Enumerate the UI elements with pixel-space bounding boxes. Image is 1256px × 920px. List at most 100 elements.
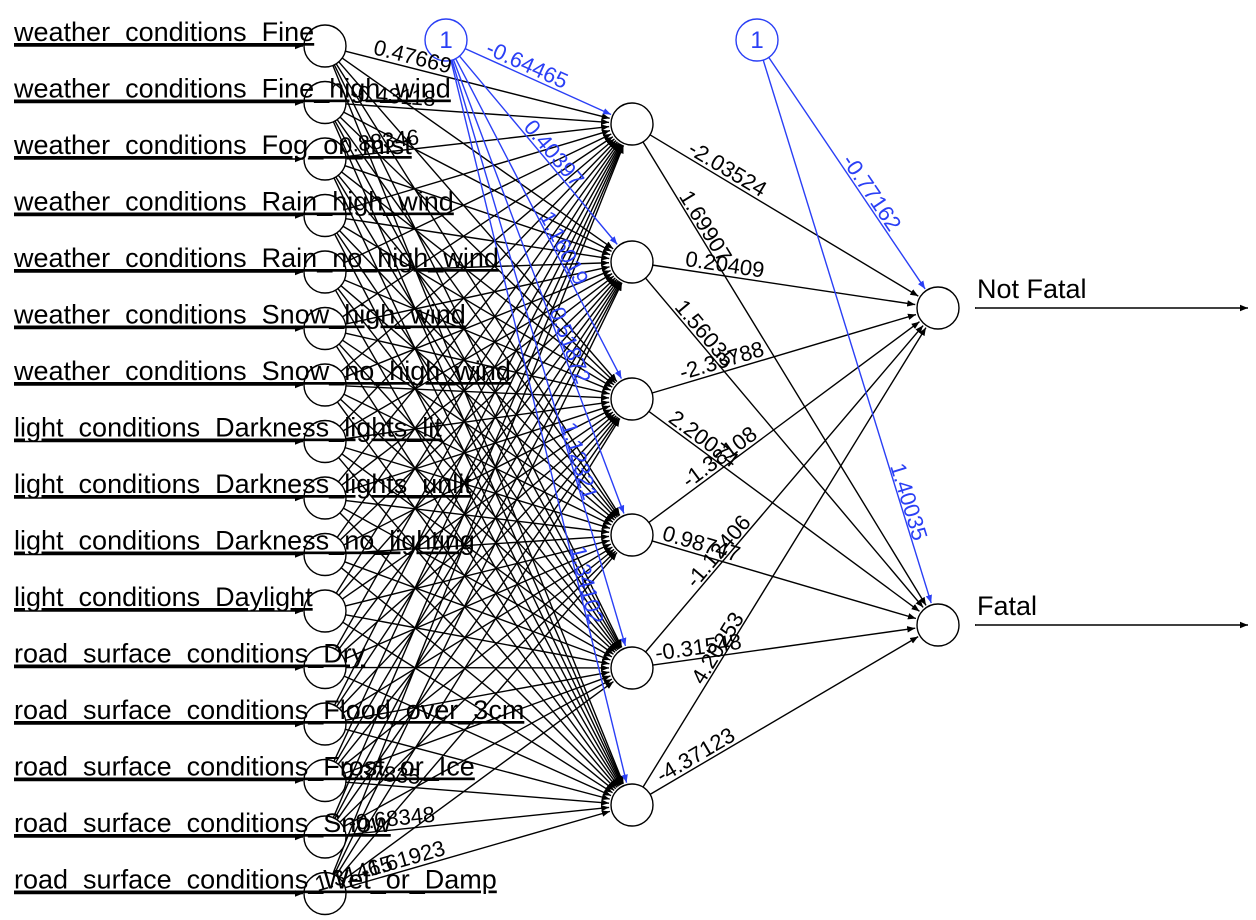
- input-node: [303, 758, 347, 803]
- input-hidden-edge: [333, 144, 623, 762]
- output-bias-node: [735, 18, 779, 62]
- hidden-output-edge: [648, 321, 920, 524]
- input-label: weather_conditions_Snow_no_high_wind: [13, 356, 511, 386]
- bias-label: 1: [750, 27, 763, 54]
- input-hidden-edge: [338, 457, 618, 788]
- input-node: [303, 645, 347, 690]
- hidden-output-edge: [642, 327, 927, 788]
- input-hidden-edge: [336, 232, 620, 650]
- input-hidden-edge: [338, 278, 618, 596]
- input-hidden-edge: [341, 411, 614, 600]
- input-hidden-edge: [340, 285, 615, 521]
- hidden-output-edge: [651, 313, 917, 394]
- input-hidden-edge: [336, 401, 619, 787]
- bias-hidden-edge: [458, 55, 618, 245]
- input-hidden-edge: [341, 171, 615, 386]
- input-hidden-edge: [344, 446, 611, 530]
- input-hidden-edge: [345, 265, 610, 325]
- input-hidden-edge: [343, 675, 612, 797]
- input-hidden-edge: [345, 385, 610, 401]
- input-hidden-weight: -0.68348: [347, 802, 436, 836]
- input-hidden-edge: [345, 539, 610, 607]
- input-hidden-edge: [337, 288, 619, 651]
- input-hidden-edge: [339, 550, 617, 823]
- input-hidden-edge: [345, 499, 610, 535]
- input-hidden-edge: [338, 415, 617, 710]
- input-hidden-edge: [335, 418, 621, 877]
- input-hidden-edge: [337, 416, 619, 765]
- input-node: [303, 589, 347, 633]
- hidden-output-edge: [642, 141, 927, 606]
- input-hidden-edge: [343, 408, 612, 546]
- bias-label: 1: [439, 27, 452, 54]
- label-layer: 1 1 weather_conditions_Fine weather_conditi…: [13, 17, 1087, 896]
- hidden-output-edge: [648, 410, 920, 612]
- input-hidden-edge: [345, 259, 610, 273]
- input-label: light_conditions_Darkness_lights_lit: [14, 413, 442, 443]
- input-hidden-edge: [339, 230, 617, 519]
- node-layer: [303, 18, 960, 916]
- input-hidden-edge: [344, 810, 611, 889]
- input-label: weather_conditions_Rain_no_high_wind: [13, 243, 499, 273]
- input-hidden-edge: [343, 678, 613, 828]
- input-hidden-edge: [338, 343, 618, 652]
- input-hidden-edge: [333, 144, 623, 706]
- input-hidden-edge: [340, 548, 615, 768]
- hidden-node: [610, 377, 654, 421]
- input-node: [303, 532, 347, 577]
- input-hidden-edge: [333, 64, 623, 648]
- bias-hidden-edge: [455, 58, 623, 379]
- output-node: [916, 286, 960, 330]
- input-label: road_surface_conditions_Dry: [14, 639, 366, 669]
- input-hidden-edge: [341, 57, 614, 250]
- input-hidden-weight: -0.43118: [350, 80, 437, 111]
- hidden-bias-weight: 1.34102: [566, 543, 609, 626]
- bias-hidden-edge: [464, 48, 612, 116]
- input-node: [303, 363, 347, 407]
- input-hidden-edge: [345, 332, 610, 396]
- input-label: light_conditions_Darkness_no_lighting: [14, 526, 475, 556]
- input-hidden-edge: [345, 217, 610, 261]
- input-hidden-edge: [345, 400, 610, 440]
- input-hidden-edge: [345, 728, 610, 801]
- edge-layer: [14, 42, 1248, 897]
- hidden-node: [610, 102, 654, 146]
- hidden-bias-node: [424, 18, 468, 62]
- input-node: [303, 306, 347, 351]
- input-hidden-edge: [332, 144, 624, 818]
- output-bias-weight: -0.77162: [837, 150, 906, 236]
- input-hidden-edge: [342, 273, 613, 432]
- hidden-bias-weight: 0.40397: [519, 115, 589, 192]
- input-label: light_conditions_Darkness_lights_unlit: [14, 469, 472, 499]
- input-hidden-edge: [339, 277, 616, 541]
- bias-output-edge: [762, 59, 932, 604]
- hidden-node: [610, 646, 654, 690]
- input-hidden-edge: [334, 281, 622, 819]
- hidden-node: [610, 783, 654, 827]
- hidden-node: [610, 513, 654, 557]
- hidden-node: [610, 240, 654, 284]
- input-hidden-edge: [345, 781, 610, 806]
- output-label: Not Fatal: [977, 274, 1087, 304]
- input-hidden-edge: [341, 681, 614, 882]
- input-label: weather_conditions_Fine: [13, 17, 314, 47]
- input-hidden-edge: [336, 119, 620, 517]
- output-bias-weight: 1.40035: [885, 460, 932, 543]
- input-node: [303, 702, 347, 746]
- input-hidden-edge: [336, 142, 620, 538]
- input-label: road_surface_conditions_Wet_or_Damp: [14, 865, 497, 895]
- input-hidden-edge: [335, 143, 621, 594]
- input-label: road_surface_conditions_Snow: [14, 808, 391, 838]
- input-node: [303, 419, 347, 464]
- hidden-output-edge: [651, 540, 917, 620]
- input-label: road_surface_conditions_Frost_or_Ice: [14, 752, 475, 782]
- input-hidden-edge: [334, 289, 622, 786]
- input-node: [303, 871, 347, 916]
- input-hidden-edge: [341, 453, 614, 655]
- input-hidden-edge: [345, 103, 610, 126]
- input-hidden-edge: [343, 507, 613, 658]
- input-hidden-edge: [335, 176, 621, 649]
- hidden-output-weight: -4.37123: [652, 722, 740, 788]
- input-hidden-edge: [342, 546, 613, 714]
